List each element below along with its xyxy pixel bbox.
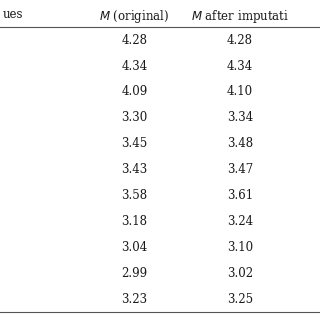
Text: 3.58: 3.58 [121,189,148,202]
Text: 3.23: 3.23 [121,292,148,306]
Text: 3.48: 3.48 [227,137,253,150]
Text: 2.99: 2.99 [121,267,148,280]
Text: 3.10: 3.10 [227,241,253,254]
Text: 3.47: 3.47 [227,163,253,176]
Text: 3.04: 3.04 [121,241,148,254]
Text: 3.34: 3.34 [227,111,253,124]
Text: 3.24: 3.24 [227,215,253,228]
Text: 4.34: 4.34 [227,60,253,73]
Text: 4.10: 4.10 [227,85,253,99]
Text: 3.30: 3.30 [121,111,148,124]
Text: 4.28: 4.28 [121,34,148,47]
Text: ues: ues [3,8,24,21]
Text: 3.61: 3.61 [227,189,253,202]
Text: $M$ after imputati: $M$ after imputati [191,8,289,25]
Text: 4.09: 4.09 [121,85,148,99]
Text: $M$ (original): $M$ (original) [99,8,170,25]
Text: 3.43: 3.43 [121,163,148,176]
Text: 3.02: 3.02 [227,267,253,280]
Text: 3.45: 3.45 [121,137,148,150]
Text: 3.25: 3.25 [227,292,253,306]
Text: 4.28: 4.28 [227,34,253,47]
Text: 4.34: 4.34 [121,60,148,73]
Text: 3.18: 3.18 [121,215,148,228]
